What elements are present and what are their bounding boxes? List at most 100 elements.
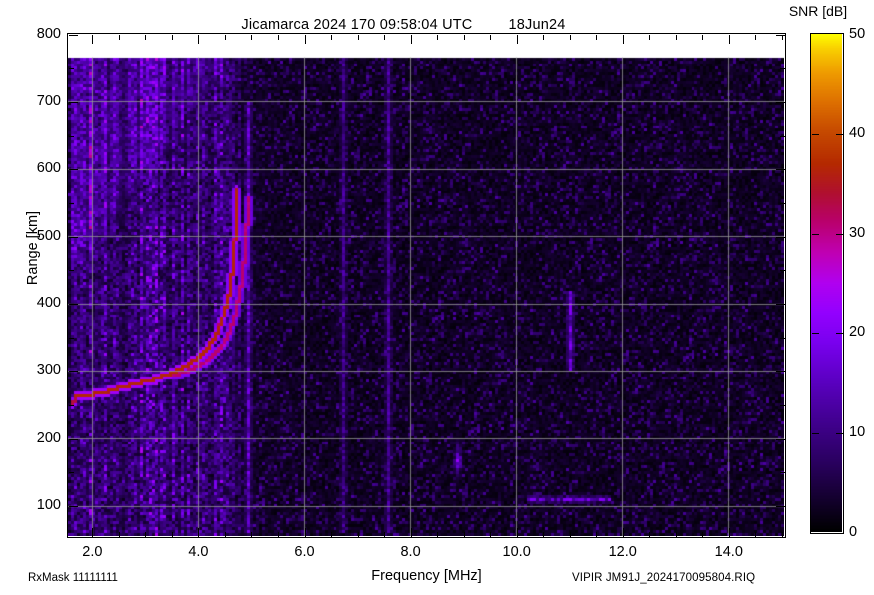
snr-colorbar[interactable]	[810, 33, 844, 534]
ionogram-plot-area[interactable]	[67, 33, 786, 538]
y-axis-minor-tick	[68, 472, 74, 474]
x-axis-minor-tick-top	[118, 34, 120, 40]
y-axis-major-tick-right	[775, 236, 785, 238]
y-axis-minor-tick-right	[779, 337, 785, 339]
colorbar-tick	[811, 333, 819, 335]
colorbar-title: SNR [dB]	[788, 3, 848, 19]
x-axis-minor-tick-top	[224, 34, 226, 40]
x-axis-minor-tick-top	[755, 34, 757, 40]
x-axis-major-tick	[304, 527, 306, 537]
y-axis-major-tick	[68, 371, 78, 373]
x-axis-major-tick-top	[516, 34, 518, 44]
x-axis-minor-tick	[145, 531, 147, 537]
x-axis-minor-tick-top	[569, 34, 571, 40]
x-axis-major-tick	[728, 527, 730, 537]
x-axis-minor-tick	[437, 531, 439, 537]
x-axis-minor-tick-top	[543, 34, 545, 40]
x-axis-minor-tick	[490, 531, 492, 537]
x-axis-minor-tick-top	[702, 34, 704, 40]
colorbar-tick-label: 0	[849, 523, 858, 540]
x-axis-major-tick	[198, 527, 200, 537]
x-axis-minor-tick-top	[277, 34, 279, 40]
x-axis-major-tick	[622, 527, 624, 537]
source-file-label: VIPIR JM91J_2024170095804.RIQ	[572, 572, 756, 584]
figure-title: Jicamarca 2024 170 09:58:04 UTC 18Jun24	[0, 1, 790, 33]
x-axis-major-tick-top	[410, 34, 412, 44]
colorbar-tick-label: 40	[849, 125, 866, 142]
x-axis-major-tick-top	[622, 34, 624, 44]
x-axis-major-tick	[92, 527, 94, 537]
x-axis-major-tick	[410, 527, 412, 537]
y-axis-minor-tick-right	[779, 472, 785, 474]
x-axis-minor-tick	[118, 531, 120, 537]
colorbar-tick-right	[835, 432, 843, 434]
y-axis-minor-tick	[68, 202, 74, 204]
y-axis-minor-tick	[68, 337, 74, 339]
ionogram-heatmap-canvas[interactable]	[68, 34, 784, 536]
x-axis-major-tick-top	[728, 34, 730, 44]
y-axis-tick-label: 200	[36, 429, 61, 446]
x-axis-tick-label: 6.0	[294, 544, 315, 560]
x-axis-minor-tick-top	[384, 34, 386, 40]
x-axis-minor-tick	[781, 531, 783, 537]
colorbar-tick	[811, 432, 819, 434]
observation-date: 18Jun24	[508, 17, 566, 33]
colorbar-tick-right	[835, 233, 843, 235]
x-axis-minor-tick	[251, 531, 253, 537]
colorbar-tick-label: 20	[849, 324, 866, 341]
y-axis-major-tick-right	[775, 304, 785, 306]
y-axis-minor-tick	[68, 135, 74, 137]
y-axis-tick-label: 600	[36, 160, 61, 177]
x-axis-tick-label: 10.0	[502, 544, 531, 560]
y-axis-minor-tick-right	[779, 135, 785, 137]
x-axis-minor-tick-top	[331, 34, 333, 40]
colorbar-gradient-canvas	[811, 34, 842, 532]
y-axis-major-tick-right	[775, 169, 785, 171]
colorbar-tick-right	[835, 333, 843, 335]
x-axis-minor-tick-top	[171, 34, 173, 40]
x-axis-tick-label: 14.0	[714, 544, 743, 560]
colorbar-tick-label: 50	[849, 25, 866, 42]
x-axis-major-tick-top	[198, 34, 200, 44]
station-title: Jicamarca 2024 170 09:58:04 UTC	[241, 17, 473, 33]
x-axis-minor-tick	[171, 531, 173, 537]
y-axis-major-tick-right	[775, 101, 785, 103]
y-axis-minor-tick	[68, 270, 74, 272]
x-axis-minor-tick	[755, 531, 757, 537]
x-axis-minor-tick	[596, 531, 598, 537]
y-axis-minor-tick-right	[779, 270, 785, 272]
x-axis-minor-tick	[543, 531, 545, 537]
x-axis-major-tick	[516, 527, 518, 537]
x-axis-minor-tick-top	[596, 34, 598, 40]
y-axis-major-tick-right	[775, 34, 785, 36]
y-axis-major-tick	[68, 438, 78, 440]
x-axis-label: Frequency [MHz]	[371, 568, 482, 584]
colorbar-tick	[811, 134, 819, 136]
colorbar-tick	[811, 233, 819, 235]
y-axis-tick-label: 400	[36, 295, 61, 312]
y-axis-minor-tick-right	[779, 405, 785, 407]
colorbar-tick-label: 10	[849, 423, 866, 440]
x-axis-minor-tick-top	[357, 34, 359, 40]
y-axis-major-tick	[68, 34, 78, 36]
x-axis-minor-tick	[331, 531, 333, 537]
x-axis-minor-tick	[649, 531, 651, 537]
y-axis-tick-label: 300	[36, 362, 61, 379]
y-axis-minor-tick	[68, 68, 74, 70]
x-axis-minor-tick-top	[145, 34, 147, 40]
x-axis-minor-tick	[702, 531, 704, 537]
x-axis-minor-tick	[569, 531, 571, 537]
x-axis-minor-tick	[277, 531, 279, 537]
x-axis-minor-tick-top	[781, 34, 783, 40]
y-axis-major-tick	[68, 304, 78, 306]
y-axis-tick-label: 700	[36, 92, 61, 109]
y-axis-major-tick-right	[775, 506, 785, 508]
x-axis-minor-tick	[463, 531, 465, 537]
y-axis-minor-tick	[68, 405, 74, 407]
x-axis-minor-tick	[384, 531, 386, 537]
x-axis-minor-tick	[675, 531, 677, 537]
x-axis-minor-tick-top	[437, 34, 439, 40]
x-axis-major-tick-top	[92, 34, 94, 44]
rx-mask-label: RxMask 11111111	[28, 572, 118, 584]
